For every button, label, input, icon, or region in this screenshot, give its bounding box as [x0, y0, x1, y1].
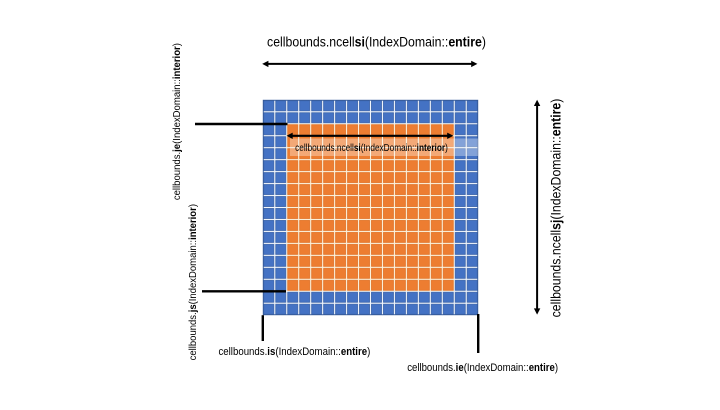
- svg-text:cellbounds.ncellsi(IndexDomain: cellbounds.ncellsi(IndexDomain::entire): [267, 34, 486, 50]
- svg-text:cellbounds.je(IndexDomain::int: cellbounds.je(IndexDomain::interior): [172, 43, 183, 200]
- svg-text:cellbounds.js(IndexDomain::int: cellbounds.js(IndexDomain::interior): [188, 204, 199, 360]
- svg-text:cellbounds.ncellsj(IndexDomain: cellbounds.ncellsj(IndexDomain::entire): [548, 99, 564, 318]
- svg-text:cellbounds.ie(IndexDomain::ent: cellbounds.ie(IndexDomain::entire): [407, 362, 558, 374]
- svg-text:cellbounds.is(IndexDomain::ent: cellbounds.is(IndexDomain::entire): [218, 347, 370, 359]
- svg-text:cellbounds.ncellsi(IndexDomain: cellbounds.ncellsi(IndexDomain::interior…: [295, 142, 448, 153]
